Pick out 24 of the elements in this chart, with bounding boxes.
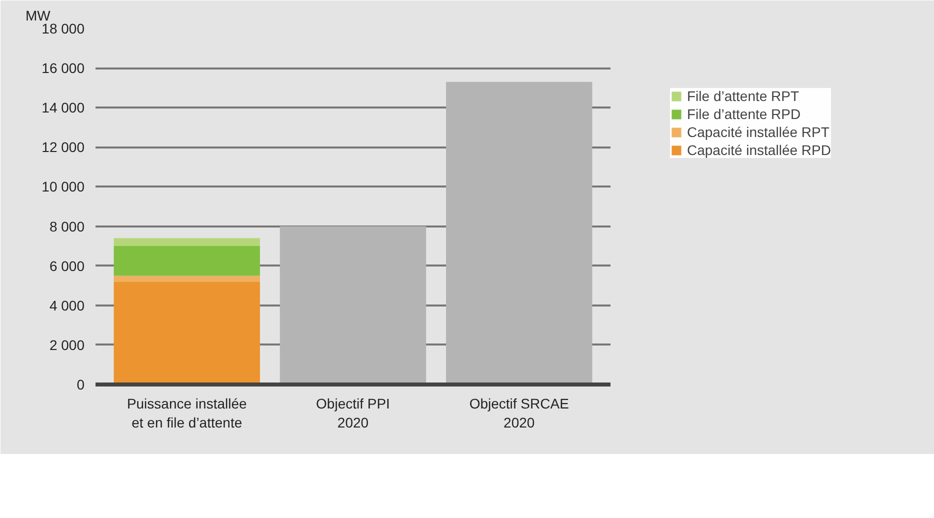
- bar: [446, 82, 592, 384]
- legend-label: Capacité installée RPT: [687, 124, 830, 140]
- legend-label: File d’attente RPT: [687, 88, 800, 104]
- x-tick-label: Objectif SRCAE 2020: [469, 396, 569, 431]
- y-tick-label: 6 000: [49, 258, 85, 274]
- bar: [280, 226, 426, 384]
- bar: [114, 276, 260, 282]
- y-tick-label: 2 000: [49, 336, 85, 353]
- bar: [114, 282, 260, 384]
- y-tick-label: 0: [76, 376, 85, 392]
- y-tick-label: 12 000: [42, 139, 85, 156]
- bar: [114, 238, 260, 246]
- y-tick-label: 16 000: [42, 60, 85, 76]
- y-tick-label: 8 000: [49, 218, 85, 234]
- legend-label: File d’attente RPD: [687, 106, 801, 122]
- x-tick-label: Objectif PPI 2020: [316, 396, 390, 431]
- y-tick-label: 10 000: [42, 178, 85, 195]
- y-axis-title: MW: [26, 8, 52, 24]
- x-tick-label: Puissance installée et en file d’attente: [126, 396, 248, 431]
- y-tick-label: 18 000: [42, 20, 85, 36]
- bar: [114, 246, 260, 276]
- y-tick-label: 14 000: [42, 100, 85, 116]
- legend-label: Capacité installée RPD: [687, 142, 831, 158]
- y-tick-label: 4 000: [49, 297, 85, 314]
